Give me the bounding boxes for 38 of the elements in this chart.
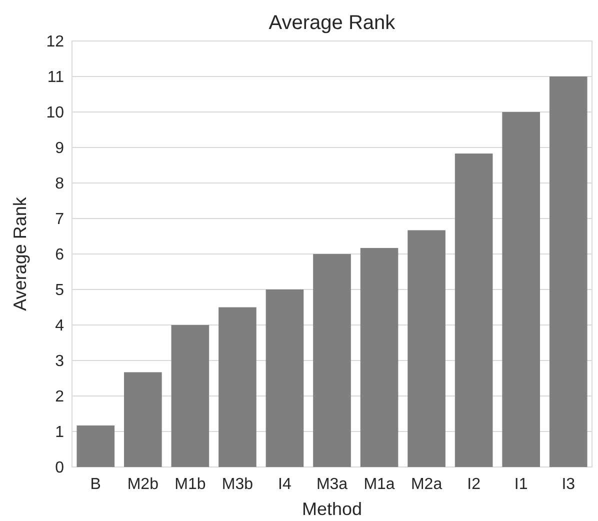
y-tick-label: 9	[55, 140, 64, 158]
x-tick-label: M3b	[222, 476, 254, 493]
x-tick-label: B	[90, 476, 101, 493]
y-tick-label: 8	[55, 176, 64, 193]
x-tick-label: M2b	[127, 476, 159, 493]
bar	[171, 325, 210, 467]
bar	[124, 372, 162, 467]
chart-title: Average Rank	[268, 12, 396, 34]
bar	[76, 425, 115, 467]
y-tick-label: 2	[55, 388, 64, 406]
bar	[502, 112, 540, 467]
x-tick-label: M1a	[364, 476, 395, 493]
x-tick-label: M1b	[174, 476, 206, 493]
y-tick-label: 1	[55, 424, 64, 442]
y-tick-label: 3	[55, 353, 64, 370]
x-axis-title: Method	[302, 499, 362, 519]
x-tick-label: I3	[562, 476, 576, 493]
bar	[218, 307, 256, 467]
bar	[408, 230, 446, 467]
bar	[454, 154, 493, 467]
y-tick-label: 6	[55, 246, 64, 264]
y-tick-label: 5	[55, 282, 64, 300]
y-tick-label: 11	[47, 69, 64, 86]
x-tick-label: I2	[467, 476, 481, 493]
y-axis-title: Average Rank	[10, 196, 30, 311]
bar	[549, 76, 588, 467]
bar	[360, 248, 398, 467]
bar	[313, 254, 351, 467]
y-tick-label: 10	[46, 104, 64, 122]
y-tick-label: 0	[55, 460, 64, 477]
x-tick-label: I1	[514, 476, 528, 493]
y-tick-label: 7	[55, 211, 64, 228]
y-tick-label: 12	[46, 34, 64, 51]
x-tick-label: I4	[278, 476, 292, 493]
y-tick-label: 4	[55, 318, 64, 335]
bar	[266, 290, 304, 467]
x-tick-label: M3a	[316, 476, 348, 493]
x-tick-label: M2a	[410, 476, 442, 493]
